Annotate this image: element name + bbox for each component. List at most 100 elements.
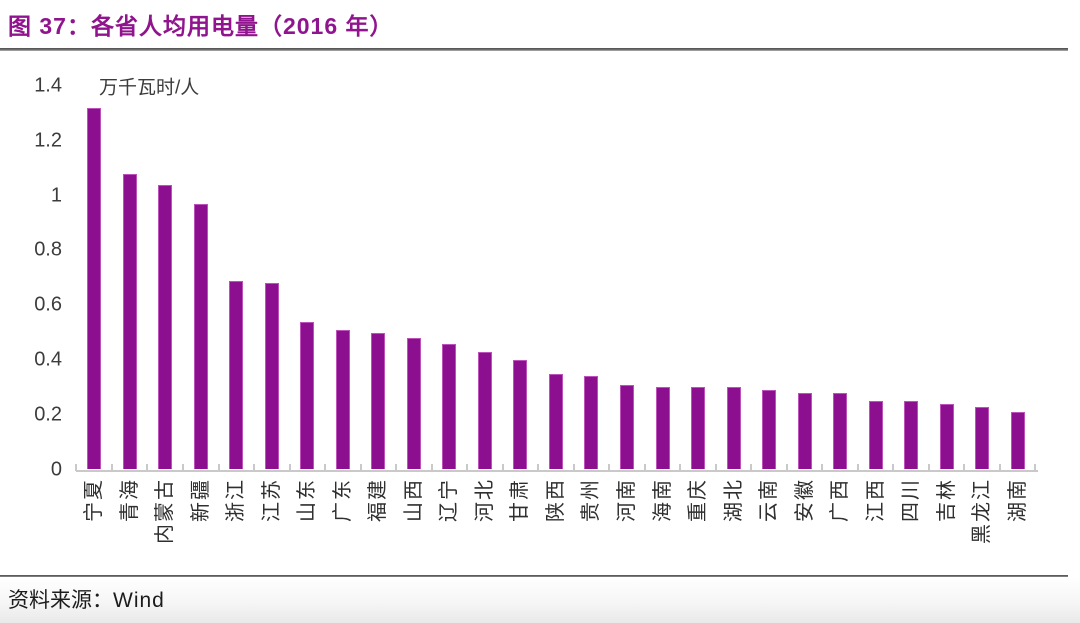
x-axis-tick	[324, 464, 327, 471]
x-axis-category-label: 福建	[367, 477, 390, 522]
bar-青海	[122, 173, 137, 470]
x-axis-category-label: 四川	[900, 477, 923, 522]
x-axis-tick	[466, 464, 469, 471]
x-axis-category-label: 广西	[829, 477, 852, 522]
x-axis-tick	[963, 464, 966, 471]
bar-新疆	[193, 203, 208, 470]
x-axis-tick	[501, 464, 504, 471]
x-axis-category-label: 吉林	[935, 477, 958, 522]
y-axis-tick-label: 0.2	[34, 403, 62, 426]
x-axis-category-label: 青海	[118, 477, 141, 522]
x-axis-category-label: 江苏	[260, 477, 283, 522]
x-axis-tick	[110, 464, 113, 471]
bar-山东	[300, 321, 315, 470]
bar-内蒙古	[158, 184, 173, 470]
x-axis-tick	[927, 464, 930, 471]
bar-江苏	[264, 283, 279, 470]
source-label: 资料来源：	[8, 588, 113, 612]
x-axis-tick	[288, 464, 291, 471]
x-axis-tick	[785, 464, 788, 471]
x-axis-tick	[1034, 464, 1037, 471]
source-value: Wind	[113, 589, 165, 612]
bar-黑龙江	[975, 406, 990, 470]
bar-安徽	[797, 392, 812, 470]
bar-宁夏	[87, 108, 102, 470]
x-axis-category-label: 海南	[651, 477, 674, 522]
x-axis-category-label: 浙江	[225, 477, 248, 522]
bar-浙江	[229, 280, 244, 470]
bar-贵州	[584, 376, 599, 470]
y-axis-tick-label: 1.4	[34, 74, 62, 97]
y-axis-tick-label: 0.4	[34, 348, 62, 371]
figure-title: 图 37：各省人均用电量（2016 年）	[8, 13, 394, 39]
x-axis-category-label: 内蒙古	[154, 477, 177, 544]
bar-陕西	[548, 373, 563, 470]
bar-山西	[406, 338, 421, 470]
x-axis-category-label: 云南	[758, 477, 781, 522]
x-axis-tick	[217, 464, 220, 471]
x-axis-tick	[253, 464, 256, 471]
bar-广东	[335, 329, 350, 470]
x-axis-category-label: 辽宁	[438, 477, 461, 522]
x-axis-tick	[856, 464, 859, 471]
y-axis-unit-label: 万千瓦时/人	[99, 77, 200, 99]
bar-辽宁	[442, 343, 457, 470]
x-axis-tick	[679, 464, 682, 471]
bar-广西	[833, 392, 848, 470]
x-axis-category-label: 宁夏	[83, 477, 106, 522]
x-axis-category-label: 江西	[864, 477, 887, 522]
x-axis-category-label: 陕西	[544, 477, 567, 522]
x-axis-category-label: 黑龙江	[971, 477, 994, 544]
x-axis-tick	[750, 464, 753, 471]
bar-重庆	[691, 387, 706, 470]
x-axis-category-label: 甘肃	[509, 477, 532, 522]
x-axis-tick	[75, 464, 78, 471]
bar-湖南	[1010, 412, 1025, 470]
x-axis-category-label: 山东	[296, 477, 319, 522]
bar-湖北	[726, 387, 741, 470]
bar-江西	[868, 401, 883, 470]
x-axis-category-label: 湖北	[722, 477, 745, 522]
x-axis-category-label: 新疆	[189, 477, 212, 522]
y-axis-tick-label: 1.2	[34, 129, 62, 152]
x-axis-tick	[892, 464, 895, 471]
x-axis-category-label: 山西	[402, 477, 425, 522]
y-axis-tick-label: 0.6	[34, 293, 62, 316]
x-axis-category-label: 重庆	[687, 477, 710, 522]
y-axis-tick-label: 1	[50, 184, 62, 207]
x-axis-tick	[608, 464, 611, 471]
x-axis-tick	[714, 464, 717, 471]
x-axis-category-label: 河南	[616, 477, 638, 522]
y-axis-tick-label: 0	[50, 458, 62, 480]
x-axis-tick	[537, 464, 540, 471]
x-axis-tick	[146, 464, 149, 471]
x-axis-category-label: 湖南	[1006, 477, 1029, 522]
bar-河南	[620, 384, 634, 470]
bar-甘肃	[513, 359, 528, 470]
x-axis-category-label: 安徽	[793, 477, 816, 522]
x-axis-tick	[821, 464, 824, 471]
bar-云南	[762, 390, 777, 470]
x-axis-category-label: 河北	[473, 477, 496, 522]
source-line: 资料来源：Wind	[8, 584, 165, 614]
bar-四川	[904, 401, 919, 470]
x-axis-tick	[182, 464, 184, 471]
bar-海南	[655, 387, 670, 470]
x-axis-tick	[998, 464, 1001, 471]
title-underline	[0, 48, 1068, 51]
x-axis-category-label: 广东	[331, 477, 354, 522]
x-axis-tick	[359, 464, 362, 471]
x-axis-tick	[572, 464, 575, 471]
source-separator-line	[0, 575, 1068, 577]
footer-background	[0, 577, 1080, 623]
x-axis-tick	[643, 464, 646, 471]
x-axis-line	[76, 469, 1038, 472]
x-axis-tick	[395, 464, 398, 471]
bar-河北	[477, 351, 492, 470]
y-axis-tick-label: 0.8	[34, 238, 62, 261]
bar-福建	[371, 332, 386, 470]
bar-吉林	[939, 403, 954, 470]
x-axis-category-label: 贵州	[580, 477, 603, 522]
x-axis-tick	[430, 464, 433, 471]
